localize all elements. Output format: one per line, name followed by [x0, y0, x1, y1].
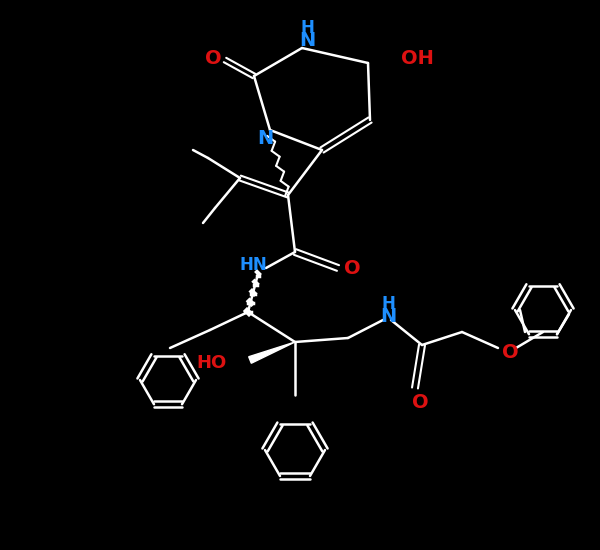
Text: N: N	[299, 30, 315, 50]
Text: N: N	[380, 306, 396, 326]
Polygon shape	[249, 342, 295, 363]
Text: HN: HN	[239, 256, 267, 274]
Text: H: H	[381, 295, 395, 313]
Text: H: H	[300, 19, 314, 37]
Text: OH: OH	[401, 48, 434, 68]
Text: O: O	[344, 260, 361, 278]
Text: O: O	[502, 344, 518, 362]
Text: O: O	[412, 393, 428, 412]
Text: O: O	[205, 48, 221, 68]
Text: N: N	[257, 129, 273, 147]
Text: HO: HO	[197, 354, 227, 372]
